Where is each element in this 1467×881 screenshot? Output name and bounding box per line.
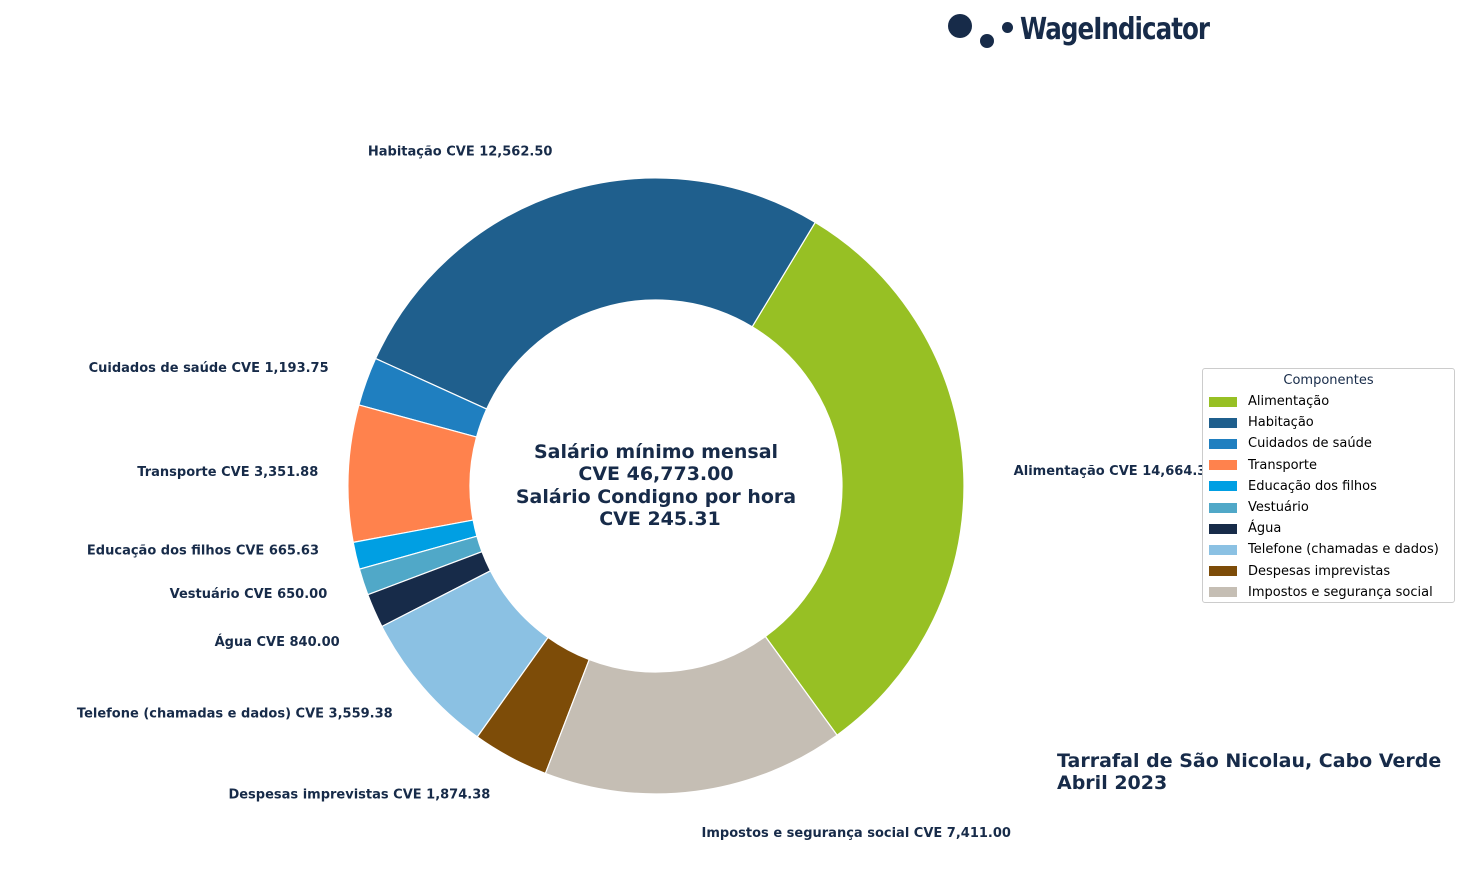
legend-label: Vestuário [1248,500,1309,516]
legend-item: Telefone (chamadas e dados) [1203,539,1454,560]
logo-dot-large [948,14,972,38]
legend-item: Água [1203,518,1454,539]
slice-impostos-e-seguran-a-social [544,635,838,795]
legend-item: Educação dos filhos [1203,476,1454,497]
slice-label-vestu-rio: Vestuário CVE 650.00 [170,587,328,602]
center-line-4: CVE 245.31 [599,508,721,530]
legend-swatch [1209,544,1237,555]
slice-label-alimenta-o: Alimentação CVE 14,664.38 [1014,464,1216,479]
location-line-2: Abril 2023 [1057,772,1168,794]
slice-labels: Alimentação CVE 14,664.38 Habitação CVE 1… [77,145,1215,841]
chart-legend: Componentes Alimentação Habitação Cuidados… [1202,368,1455,603]
center-text: Salário mínimo mensal CVE 46,773.00 Salá… [516,441,796,530]
legend-label: Telefone (chamadas e dados) [1248,542,1439,558]
center-line-2: CVE 46,773.00 [578,463,733,485]
legend-title: Componentes [1283,373,1374,388]
legend-swatch [1209,566,1237,577]
legend-swatch [1209,523,1237,534]
slice-habita-o [374,177,817,410]
legend-swatch [1209,396,1237,407]
legend-item: Impostos e segurança social [1203,582,1454,603]
slice-label-transporte: Transporte CVE 3,351.88 [137,465,318,480]
center-line-1: Salário mínimo mensal [534,441,778,463]
legend-label: Habitação [1248,415,1314,431]
slice-label--gua: Água CVE 840.00 [215,634,340,650]
slice-label-telefone-chamadas-e-dados-: Telefone (chamadas e dados) CVE 3,559.38 [77,707,393,722]
slice-alimenta-o [751,221,965,737]
wageindicator-logo: WageIndicator [946,10,1246,54]
slice-label-habita-o: Habitação CVE 12,562.50 [368,145,553,160]
legend-label: Cuidados de saúde [1248,436,1372,452]
legend-item: Vestuário [1203,497,1454,518]
legend-swatch [1209,460,1237,471]
slice-label-despesas-imprevistas: Despesas imprevistas CVE 1,874.38 [228,787,490,802]
legend-label: Água [1248,521,1282,537]
legend-swatch [1209,587,1237,598]
legend-item: Alimentação [1203,391,1454,412]
donut-slices [347,177,965,795]
legend-items: Alimentação Habitação Cuidados de saúde Tra… [1203,391,1454,603]
location-caption: Tarrafal de São Nicolau, Cabo Verde Abri… [1057,750,1441,794]
logo-dot-medium [980,34,994,48]
legend-label: Impostos e segurança social [1248,584,1433,600]
logo-dot-small [1002,22,1013,33]
legend-item: Transporte [1203,455,1454,476]
legend-swatch [1209,481,1237,492]
legend-label: Transporte [1248,457,1317,473]
center-line-3: Salário Condigno por hora [516,486,796,508]
slice-label-cuidados-de-sa-de: Cuidados de saúde CVE 1,193.75 [89,361,329,376]
legend-label: Educação dos filhos [1248,478,1377,494]
legend-label: Despesas imprevistas [1248,563,1391,579]
legend-label: Alimentação [1248,394,1330,410]
location-line-1: Tarrafal de São Nicolau, Cabo Verde [1057,750,1442,772]
legend-swatch [1209,417,1237,428]
legend-item: Habitação [1203,412,1454,433]
legend-swatch [1209,502,1237,513]
logo-wordmark: WageIndicator [1020,12,1210,47]
slice-label-educa-o-dos-filhos: Educação dos filhos CVE 665.63 [87,543,319,558]
legend-item: Despesas imprevistas [1203,561,1454,582]
legend-item: Cuidados de saúde [1203,433,1454,454]
slice-label-impostos-e-seguran-a-social: Impostos e segurança social CVE 7,411.00 [702,826,1011,841]
legend-swatch [1209,438,1237,449]
